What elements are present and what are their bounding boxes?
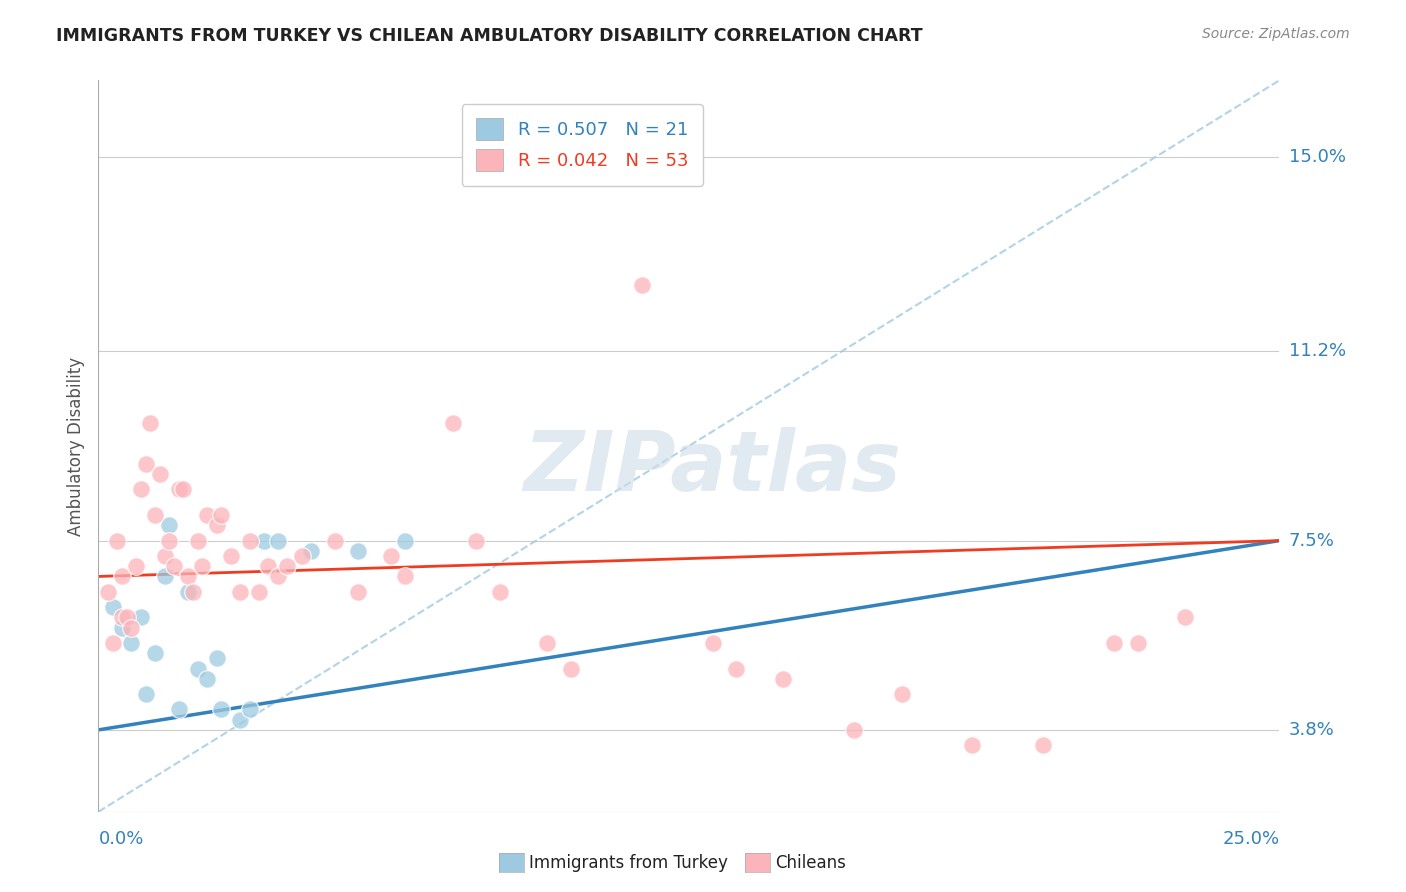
- Point: [125, 559, 148, 574]
- Point: [489, 584, 512, 599]
- Text: 15.0%: 15.0%: [1289, 148, 1346, 166]
- Point: [129, 610, 152, 624]
- Point: [195, 672, 218, 686]
- Point: [1174, 610, 1197, 624]
- Point: [253, 533, 276, 548]
- Point: [163, 559, 186, 574]
- Point: [143, 646, 166, 660]
- Point: [560, 661, 582, 675]
- Point: [157, 533, 180, 548]
- Point: [209, 508, 232, 522]
- Point: [772, 672, 794, 686]
- Point: [323, 533, 346, 548]
- Point: [177, 569, 200, 583]
- Point: [139, 416, 162, 430]
- Point: [153, 569, 176, 583]
- Text: 3.8%: 3.8%: [1289, 721, 1334, 739]
- Text: 0.0%: 0.0%: [98, 830, 143, 847]
- Point: [187, 661, 209, 675]
- Text: 25.0%: 25.0%: [1222, 830, 1279, 847]
- Point: [394, 533, 416, 548]
- Point: [276, 559, 298, 574]
- Legend: R = 0.507   N = 21, R = 0.042   N = 53: R = 0.507 N = 21, R = 0.042 N = 53: [461, 104, 703, 186]
- Point: [702, 636, 724, 650]
- Point: [205, 651, 228, 665]
- Point: [1032, 738, 1054, 752]
- Point: [219, 549, 242, 563]
- Text: 11.2%: 11.2%: [1289, 343, 1346, 360]
- Point: [380, 549, 402, 563]
- Text: ZIPatlas: ZIPatlas: [523, 427, 901, 508]
- Point: [1126, 636, 1149, 650]
- Point: [121, 636, 143, 650]
- Point: [121, 621, 143, 635]
- Point: [844, 723, 866, 737]
- Point: [135, 457, 157, 471]
- Point: [347, 584, 370, 599]
- Point: [167, 483, 190, 497]
- Point: [267, 569, 290, 583]
- Point: [962, 738, 984, 752]
- Point: [239, 533, 262, 548]
- Point: [441, 416, 464, 430]
- Text: Chileans: Chileans: [775, 854, 845, 871]
- Point: [267, 533, 290, 548]
- Point: [101, 600, 124, 615]
- Point: [181, 584, 204, 599]
- Point: [143, 508, 166, 522]
- Point: [101, 636, 124, 650]
- Point: [149, 467, 172, 482]
- Point: [191, 559, 214, 574]
- Point: [177, 584, 200, 599]
- Point: [105, 533, 128, 548]
- Point: [247, 584, 270, 599]
- Point: [725, 661, 748, 675]
- Point: [195, 508, 218, 522]
- Point: [257, 559, 280, 574]
- Y-axis label: Ambulatory Disability: Ambulatory Disability: [66, 357, 84, 535]
- Text: IMMIGRANTS FROM TURKEY VS CHILEAN AMBULATORY DISABILITY CORRELATION CHART: IMMIGRANTS FROM TURKEY VS CHILEAN AMBULA…: [56, 27, 922, 45]
- Point: [229, 584, 252, 599]
- Point: [111, 621, 134, 635]
- Point: [157, 518, 180, 533]
- Point: [290, 549, 312, 563]
- Point: [153, 549, 176, 563]
- Point: [187, 533, 209, 548]
- Point: [299, 544, 322, 558]
- Point: [465, 533, 488, 548]
- Text: Immigrants from Turkey: Immigrants from Turkey: [529, 854, 727, 871]
- Point: [129, 483, 152, 497]
- Point: [205, 518, 228, 533]
- Point: [229, 713, 252, 727]
- Point: [394, 569, 416, 583]
- Point: [111, 569, 134, 583]
- Point: [890, 687, 912, 701]
- Text: 7.5%: 7.5%: [1289, 532, 1334, 549]
- Text: Source: ZipAtlas.com: Source: ZipAtlas.com: [1202, 27, 1350, 41]
- Point: [239, 702, 262, 716]
- Point: [209, 702, 232, 716]
- Point: [347, 544, 370, 558]
- Point: [111, 610, 134, 624]
- Point: [1102, 636, 1125, 650]
- Point: [536, 636, 558, 650]
- Point: [167, 702, 190, 716]
- Point: [172, 483, 194, 497]
- Point: [135, 687, 157, 701]
- Point: [630, 277, 652, 292]
- Point: [97, 584, 120, 599]
- Point: [115, 610, 138, 624]
